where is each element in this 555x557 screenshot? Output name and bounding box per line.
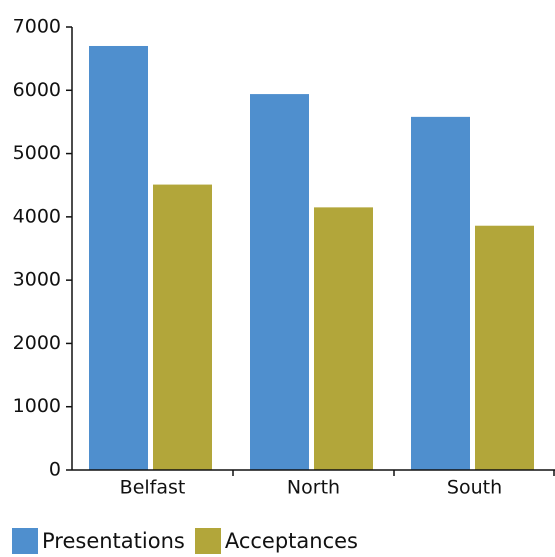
legend-label-acceptances: Acceptances [224,529,358,553]
bar-presentations-belfast [89,45,148,470]
legend-item-presentations: Presentations [12,528,185,554]
bar-presentations-south [411,116,470,470]
bar-presentations-north [250,94,309,470]
bar-chart: 0 1000 2000 3000 4000 5000 6000 7000 Belfast Nort… [13,16,555,499]
y-tick-label-7000: 7000 [13,16,61,38]
x-tick-label-south: South [447,477,502,499]
y-tick-label-0: 0 [49,459,61,481]
legend-swatch-acceptances [194,528,221,554]
legend-swatch-presentations [12,528,38,554]
y-tick-label-5000: 5000 [13,142,61,164]
bar-acceptances-south [475,225,534,470]
bar-acceptances-belfast [153,184,212,470]
legend-label-presentations: Presentations [42,529,185,553]
x-tick-label-north: North [287,477,340,499]
y-tick-label-6000: 6000 [13,79,61,101]
legend: Presentations Acceptances [12,528,368,554]
y-tick-label-4000: 4000 [13,205,61,227]
y-tick-label-2000: 2000 [13,332,61,354]
x-tick-label-belfast: Belfast [120,477,186,499]
y-tick-label-3000: 3000 [13,269,61,291]
bar-acceptances-north [314,207,373,470]
y-tick-label-1000: 1000 [13,395,61,417]
legend-item-acceptances: Acceptances [194,528,358,554]
